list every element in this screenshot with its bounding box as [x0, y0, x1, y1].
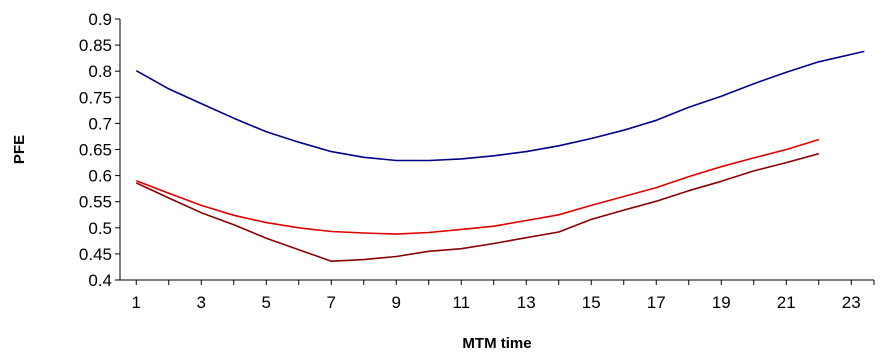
series-lines	[135, 50, 865, 263]
y-tick-label: 0.7	[88, 114, 112, 133]
y-tick-label: 0.65	[79, 141, 112, 160]
y-axis-title: PFE	[11, 135, 28, 164]
y-tick-label: 0.45	[79, 245, 112, 264]
x-tick-label: 17	[647, 293, 666, 312]
y-tick-label: 0.85	[79, 36, 112, 55]
x-tick-label: 5	[262, 293, 271, 312]
x-tick-label: 21	[777, 293, 796, 312]
x-tick-label: 7	[327, 293, 336, 312]
y-tick-label: 0.9	[88, 10, 112, 29]
x-tick-label: 9	[392, 293, 401, 312]
y-tick-label: 0.55	[79, 193, 112, 212]
y-tick-label: 0.5	[88, 219, 112, 238]
y-tick-label: 0.6	[88, 167, 112, 186]
x-tick-label: 19	[712, 293, 731, 312]
axis-ticks	[115, 18, 875, 285]
series-line-3	[135, 152, 820, 263]
x-tick-label: 15	[582, 293, 601, 312]
y-tick-label: 0.4	[88, 271, 112, 290]
x-tick-label: 11	[452, 293, 470, 312]
x-tick-label: 1	[132, 293, 141, 312]
x-tick-labels: 1 3 5 7 9 11 13 15 17 19 21 23	[132, 293, 861, 312]
x-tick-label: 13	[517, 293, 536, 312]
x-tick-label: 3	[197, 293, 206, 312]
x-axis-title: MTM time	[462, 335, 531, 352]
y-tick-labels: 0.4 0.45 0.5 0.55 0.6 0.65 0.7 0.75 0.8 0.85 0.9	[79, 10, 112, 290]
series-line-1	[135, 50, 865, 162]
series-line-2	[136, 138, 820, 235]
y-tick-label: 0.75	[79, 88, 112, 107]
y-tick-label: 0.8	[88, 62, 112, 81]
x-tick-label: 23	[842, 293, 861, 312]
